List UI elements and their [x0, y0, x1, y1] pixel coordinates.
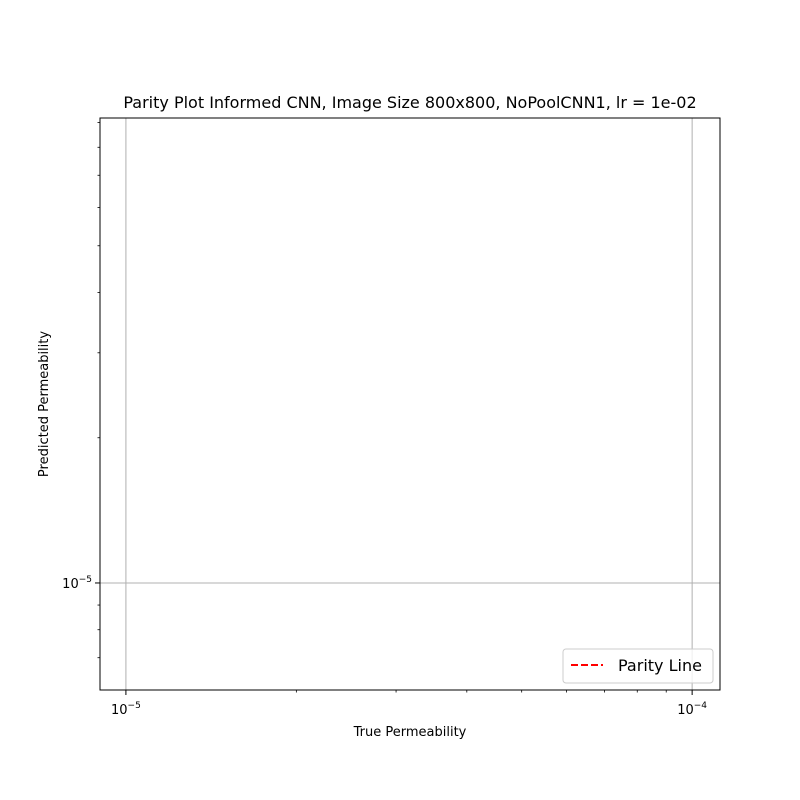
y-axis-label: Predicted Permeability: [37, 331, 52, 477]
plot-frame: [99, 117, 721, 691]
chart-title: Parity Plot Informed CNN, Image Size 800…: [123, 93, 696, 112]
x-axis-label: True Permeability: [353, 725, 467, 740]
axis-ticks: 10−5 10−4 10−5: [62, 122, 707, 718]
x-tick-label: 10−4: [677, 701, 707, 718]
legend-parity-line-label: Parity Line: [618, 656, 702, 675]
grid-lines: [100, 118, 720, 690]
plot-area: 10−5 10−4 10−5: [62, 117, 721, 718]
legend: Parity Line: [562, 648, 714, 684]
x-tick-label: 10−5: [111, 701, 141, 718]
y-tick-label: 10−5: [62, 575, 92, 592]
plot-background: [100, 118, 720, 690]
legend-box: [562, 648, 714, 684]
